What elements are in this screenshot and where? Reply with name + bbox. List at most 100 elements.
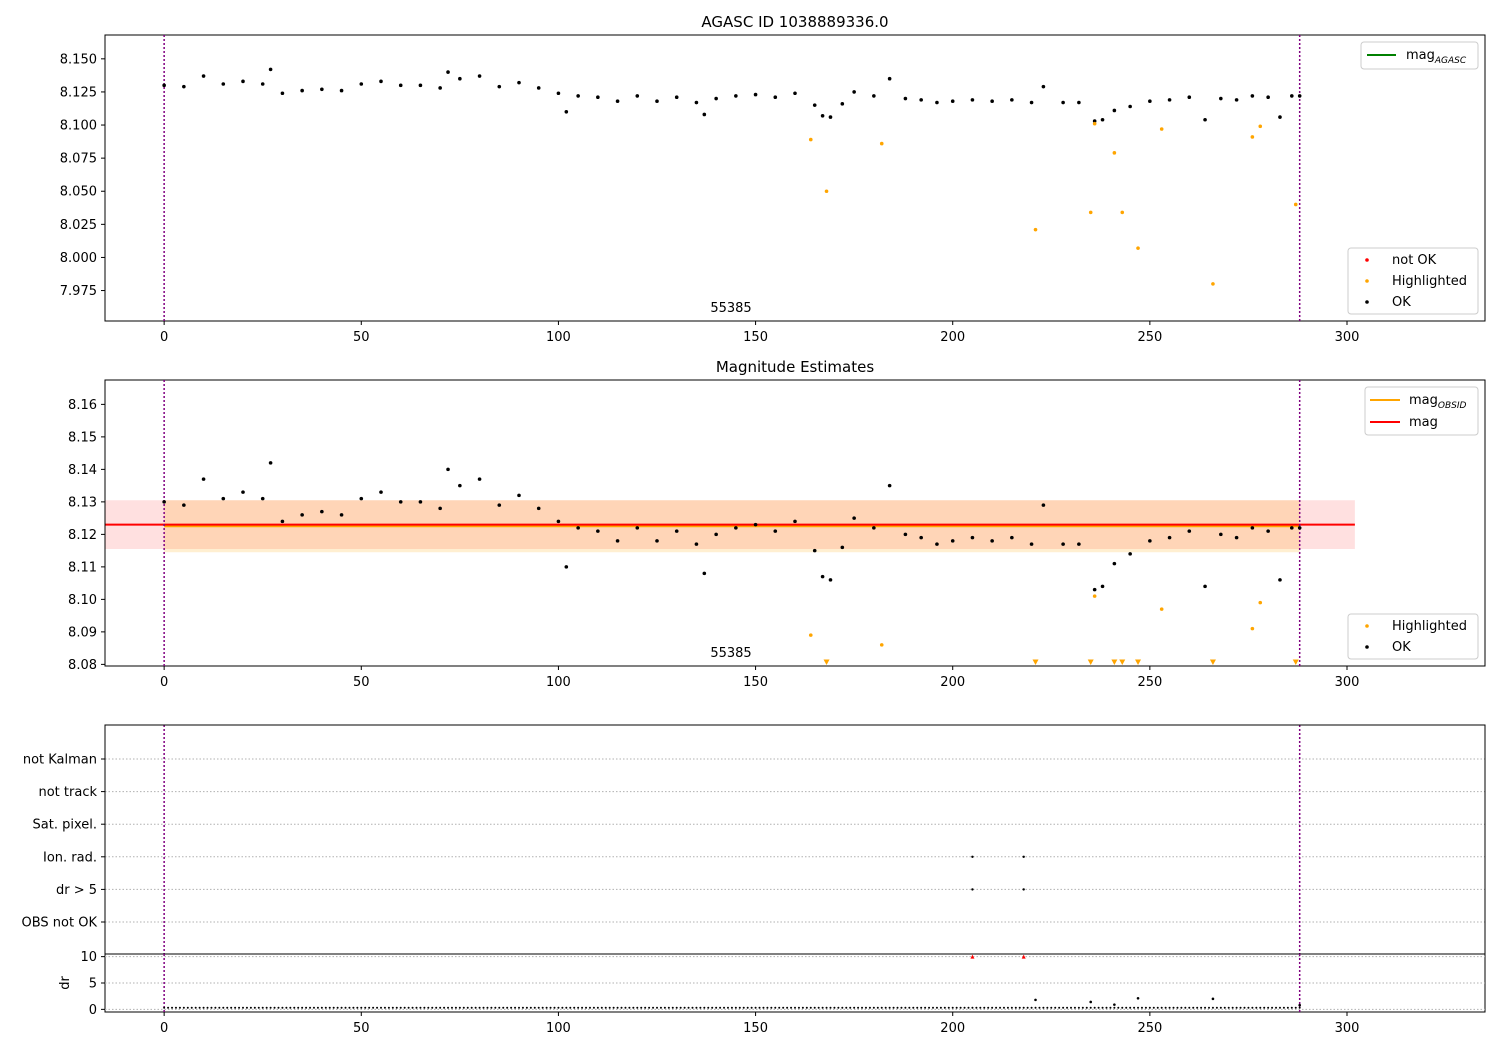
ok-point bbox=[773, 529, 778, 533]
panel-agasc-vlines bbox=[163, 35, 1301, 321]
dr-point bbox=[1180, 1006, 1183, 1009]
dr-point bbox=[770, 1006, 773, 1009]
dr-clipped-marker bbox=[970, 954, 975, 959]
dr-point bbox=[1034, 998, 1037, 1002]
dr-point bbox=[999, 1006, 1002, 1009]
y-tick-label: 8.150 bbox=[60, 52, 97, 67]
ok-point bbox=[517, 80, 521, 85]
ok-point bbox=[1297, 526, 1302, 530]
ok-point bbox=[1061, 100, 1065, 105]
dr-point bbox=[178, 1006, 181, 1009]
panel-agasc-title: AGASC ID 1038889336.0 bbox=[701, 13, 888, 31]
ok-point bbox=[903, 532, 908, 537]
x-tick-label: 100 bbox=[546, 675, 571, 690]
dr-point bbox=[458, 1006, 461, 1009]
ok-point bbox=[1092, 119, 1097, 123]
y-tick-label: 8.100 bbox=[60, 119, 97, 134]
dr-point bbox=[297, 1006, 300, 1009]
flag-point bbox=[971, 888, 974, 891]
dr-point bbox=[510, 1006, 513, 1009]
dr-point bbox=[612, 1006, 615, 1009]
dr-point bbox=[190, 1006, 193, 1009]
ok-point bbox=[1100, 117, 1105, 122]
ok-point bbox=[793, 91, 797, 96]
ok-point bbox=[221, 82, 226, 86]
highlighted-point bbox=[808, 633, 813, 637]
dr-point bbox=[648, 1006, 651, 1009]
dr-point bbox=[1077, 1006, 1080, 1009]
dr-point bbox=[604, 1006, 607, 1009]
dr-point bbox=[683, 1006, 686, 1009]
panel-agasc-legend-lower: not OK Highlighted OK bbox=[1347, 247, 1479, 315]
dr-point bbox=[569, 1006, 572, 1009]
ok-point bbox=[990, 99, 994, 104]
dr-point bbox=[1227, 1006, 1230, 1009]
ok-point bbox=[773, 95, 778, 100]
dr-point bbox=[1129, 1006, 1132, 1009]
ok-point bbox=[359, 496, 364, 501]
ok-point bbox=[260, 496, 265, 501]
panel-dr-x-ticks: 0 50 100 150 200 250 300 bbox=[160, 1012, 1359, 1036]
dr-point bbox=[447, 1006, 450, 1009]
ok-point bbox=[320, 509, 324, 514]
ok-point bbox=[674, 95, 679, 100]
dr-point bbox=[328, 1006, 331, 1009]
dr-point bbox=[928, 1006, 931, 1009]
ok-point bbox=[517, 493, 521, 498]
dr-point bbox=[675, 1006, 678, 1009]
ok-point bbox=[887, 483, 892, 488]
dr-point bbox=[431, 1006, 434, 1009]
highlighted-point bbox=[1092, 594, 1097, 598]
panel-magnitude-bands bbox=[105, 500, 1355, 553]
dr-point bbox=[1073, 1006, 1076, 1009]
panel-flags: not Kalman not track Sat. pixel. Ion. rad. d… bbox=[22, 724, 1486, 955]
ok-point bbox=[734, 526, 738, 530]
ok-point bbox=[1029, 542, 1034, 546]
dr-point bbox=[797, 1006, 800, 1009]
ok-point bbox=[887, 76, 892, 81]
dr-point bbox=[557, 1006, 560, 1009]
dr-point bbox=[289, 1006, 292, 1009]
below-range-marker bbox=[1111, 659, 1118, 665]
ok-point bbox=[221, 496, 226, 501]
highlighted-point bbox=[1136, 246, 1140, 250]
y-tick-label: 8.075 bbox=[60, 152, 97, 167]
dr-point bbox=[1038, 1006, 1041, 1009]
dr-point bbox=[222, 1006, 225, 1009]
panel-agasc-y-ticks: 7.975 8.000 8.025 8.050 8.075 8.100 8.125 8.150 bbox=[60, 52, 105, 299]
ok-point bbox=[241, 490, 245, 494]
panel-flags-points bbox=[971, 855, 1025, 891]
legend-label-mag: mag bbox=[1409, 415, 1438, 430]
dr-point bbox=[454, 1006, 457, 1009]
dr-point bbox=[490, 1006, 493, 1009]
highlighted-point bbox=[1120, 210, 1125, 215]
panel-magnitude-title: Magnitude Estimates bbox=[716, 358, 874, 376]
flag-label: not track bbox=[38, 785, 97, 800]
dr-point bbox=[920, 1006, 923, 1009]
dr-point bbox=[1156, 1006, 1159, 1009]
ok-point bbox=[734, 94, 738, 98]
dr-point bbox=[364, 1006, 367, 1009]
x-tick-label: 100 bbox=[546, 1021, 571, 1036]
dr-point bbox=[395, 1006, 398, 1009]
dr-point bbox=[809, 1006, 812, 1009]
x-tick-label: 150 bbox=[743, 1021, 768, 1036]
legend-marker-ok bbox=[1365, 300, 1369, 304]
dr-point bbox=[786, 1006, 789, 1009]
ok-point bbox=[359, 82, 364, 86]
dr-point bbox=[596, 1006, 599, 1009]
ok-point bbox=[1100, 584, 1105, 589]
dr-point bbox=[443, 1006, 446, 1009]
ok-point bbox=[162, 83, 166, 88]
dr-point bbox=[857, 1006, 860, 1009]
x-tick-label: 250 bbox=[1137, 1021, 1162, 1036]
dr-point bbox=[356, 1006, 359, 1009]
dr-point bbox=[1275, 1006, 1278, 1009]
dr-point bbox=[659, 1006, 662, 1009]
dr-point bbox=[738, 1006, 741, 1009]
dr-point bbox=[277, 1006, 280, 1009]
flag-point bbox=[971, 855, 974, 858]
dr-point bbox=[1196, 1006, 1199, 1009]
dr-point bbox=[1251, 1006, 1254, 1009]
ok-point bbox=[201, 477, 206, 481]
